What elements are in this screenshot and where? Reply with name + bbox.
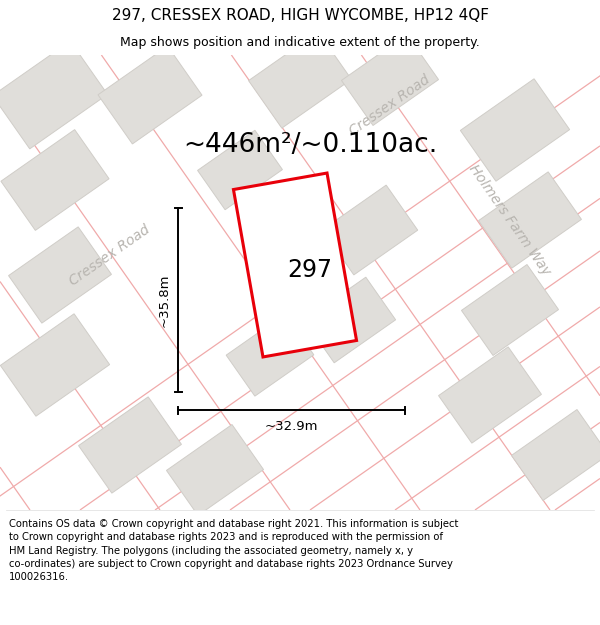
Polygon shape [439, 347, 541, 443]
Polygon shape [166, 424, 263, 516]
Polygon shape [248, 32, 352, 128]
Text: Cressex Road: Cressex Road [67, 222, 153, 288]
Text: ~446m²/~0.110ac.: ~446m²/~0.110ac. [183, 132, 437, 158]
Polygon shape [479, 172, 581, 268]
Text: 297: 297 [287, 258, 332, 282]
Text: 297, CRESSEX ROAD, HIGH WYCOMBE, HP12 4QF: 297, CRESSEX ROAD, HIGH WYCOMBE, HP12 4Q… [112, 8, 488, 23]
Polygon shape [8, 227, 112, 323]
Polygon shape [1, 314, 110, 416]
Text: ~32.9m: ~32.9m [265, 419, 318, 432]
Text: Holmers Farm Way: Holmers Farm Way [466, 162, 554, 278]
Polygon shape [1, 129, 109, 231]
Polygon shape [511, 409, 600, 501]
Polygon shape [461, 264, 559, 356]
Polygon shape [322, 185, 418, 275]
Polygon shape [233, 173, 356, 357]
Text: Cressex Road: Cressex Road [347, 72, 433, 138]
Polygon shape [460, 79, 569, 181]
Text: Map shows position and indicative extent of the property.: Map shows position and indicative extent… [120, 36, 480, 49]
Polygon shape [79, 397, 181, 493]
Text: ~35.8m: ~35.8m [157, 273, 170, 327]
Polygon shape [341, 34, 439, 126]
Polygon shape [304, 278, 395, 362]
Polygon shape [197, 130, 283, 210]
Polygon shape [226, 314, 314, 396]
Polygon shape [0, 41, 107, 149]
Polygon shape [98, 46, 202, 144]
Text: Contains OS data © Crown copyright and database right 2021. This information is : Contains OS data © Crown copyright and d… [9, 519, 458, 582]
